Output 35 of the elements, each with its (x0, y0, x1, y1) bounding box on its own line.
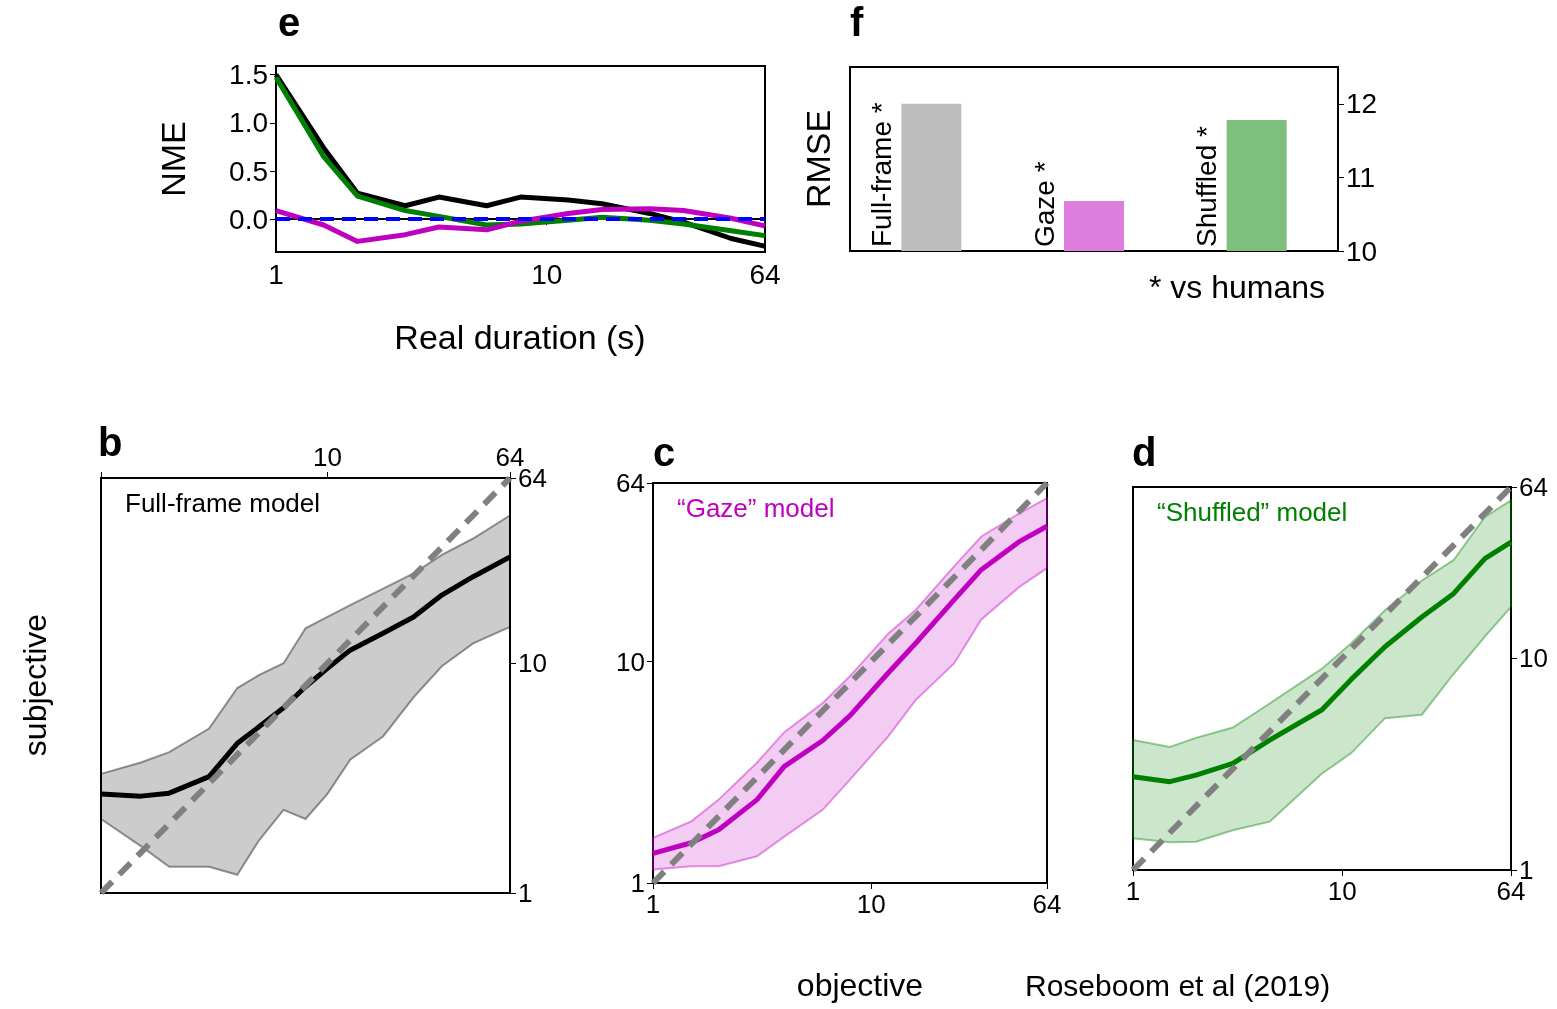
y-tick-label: 0.5 (229, 155, 268, 187)
x-tick-label: 1 (1125, 876, 1141, 906)
text: “Gaze” model (677, 493, 835, 523)
chart-title: c (653, 430, 676, 474)
x-axis-title: objective (796, 967, 924, 1003)
y-axis-title: RMSE (799, 109, 837, 209)
text: “Shuffled” model (1157, 497, 1348, 527)
y-tick-label: 64 (1519, 472, 1548, 502)
y2-tick-label: 11 (1346, 161, 1376, 193)
text: * vs humans (1148, 269, 1325, 305)
x-tick-label: 64 (1032, 889, 1062, 919)
chart-title: d (1132, 430, 1157, 474)
y2-tick-label: 10 (1346, 235, 1378, 267)
x-tick-label: Full-frame * (865, 102, 897, 247)
y-tick-label: 1.0 (229, 107, 268, 139)
x-tick-label: 10 (856, 889, 886, 919)
text: Full-frame model (125, 488, 321, 518)
x-tick-label: 64 (749, 258, 781, 290)
x-tick-label: Shuffled * (1191, 125, 1223, 247)
chart-title: f (850, 0, 864, 44)
y2-tick-label: 12 (1346, 88, 1378, 120)
text: Roseboom et al (2019) (1025, 968, 1331, 1002)
y-tick-label: 10 (518, 648, 547, 679)
chart-title: e (278, 0, 301, 44)
y-tick-label: 1.5 (229, 59, 268, 91)
y-tick-label: 10 (1519, 642, 1548, 673)
y-tick-label: 10 (616, 646, 645, 677)
x-tick-label: Gaze * (1028, 161, 1060, 247)
y-tick-label: 0.0 (229, 203, 268, 235)
y-tick-label: 64 (616, 468, 645, 498)
chart-title: b (98, 420, 123, 464)
y-axis-title: NME (154, 121, 192, 197)
y-axis-title: subjective (17, 613, 53, 757)
x-axis-title: Real duration (s) (394, 318, 646, 356)
x-tick-label: 10 (1327, 876, 1357, 906)
